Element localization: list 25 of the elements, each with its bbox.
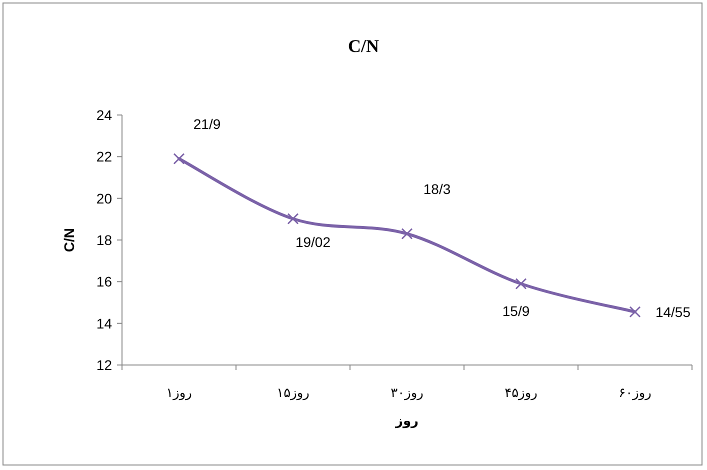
y-tick-label: 12	[96, 357, 112, 373]
data-label: 15/9	[502, 302, 530, 319]
y-tick-label: 18	[96, 232, 112, 248]
point	[629, 306, 641, 318]
x-tick-label: روز۶۰	[618, 386, 652, 401]
x-tick-label: روز۴۵	[504, 386, 538, 401]
point	[401, 228, 413, 240]
y-tick-label: 24	[96, 107, 112, 123]
y-tick-label: 22	[96, 148, 112, 165]
y-tick-label: 20	[96, 190, 112, 206]
x-tick-label: روز۱	[166, 386, 192, 401]
data-label: 21/9	[193, 116, 221, 132]
y-tick-label: 16	[96, 274, 112, 290]
chart-title: C/N	[348, 36, 379, 56]
y-tick-label: 14	[96, 315, 112, 332]
x-tick-label: روز۱۵	[276, 386, 310, 401]
data-label: 18/3	[423, 180, 451, 197]
x-tick-label: روز۳۰	[390, 386, 424, 401]
data-label: 14/55	[655, 304, 691, 320]
y-axis-title: C/N	[61, 228, 77, 252]
point	[173, 153, 185, 164]
x-axis-title: روز	[394, 414, 419, 429]
point	[515, 278, 527, 290]
point	[287, 213, 299, 224]
data-label: 19/02	[295, 234, 331, 250]
